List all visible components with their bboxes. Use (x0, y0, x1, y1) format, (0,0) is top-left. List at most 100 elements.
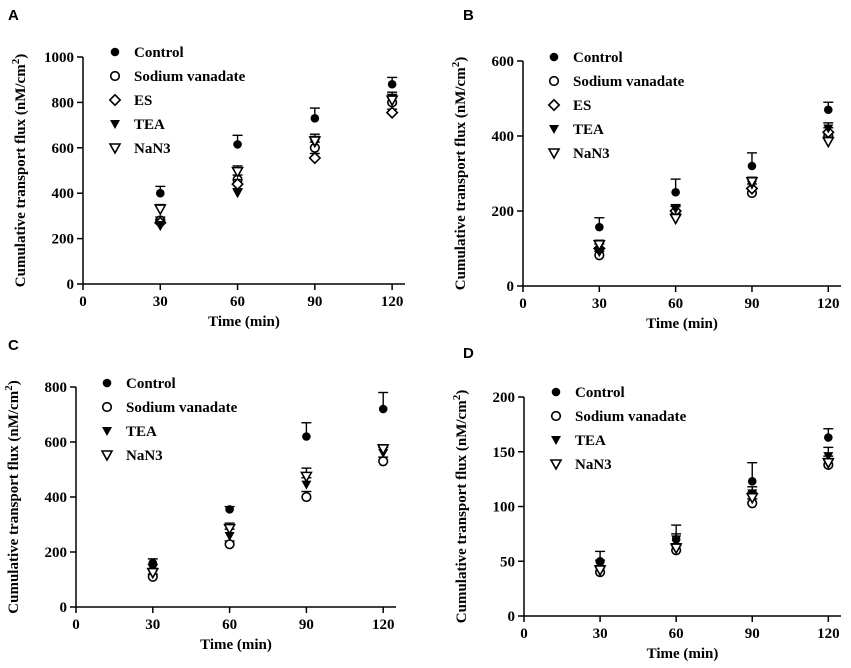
y-tick-label: 400 (52, 186, 75, 202)
y-tick-label: 800 (45, 380, 68, 396)
legend-label: Sodium vanadate (573, 74, 685, 90)
series-sodium-vanadate (594, 130, 834, 261)
x-tick-label: 60 (222, 617, 237, 633)
data-point (595, 222, 604, 232)
y-tick-label: 600 (492, 54, 515, 70)
legend-marker (549, 52, 559, 62)
y-tick-label: 400 (45, 490, 68, 506)
legend-label: NaN3 (573, 146, 610, 162)
legend-label: Control (575, 385, 625, 401)
legend-label: ES (573, 98, 591, 114)
y-tick-label: 0 (508, 609, 516, 625)
data-point (594, 248, 605, 258)
data-point (745, 176, 759, 189)
legend-label: NaN3 (126, 448, 163, 464)
y-tick-label: 200 (492, 204, 515, 220)
data-point (302, 432, 311, 441)
legend-label: ES (134, 93, 152, 109)
y-tick-label: 0 (67, 277, 75, 293)
x-tick-label: 60 (668, 296, 683, 312)
data-point (231, 166, 244, 179)
legend-label: Sodium vanadate (575, 409, 687, 425)
y-tick-label: 0 (507, 279, 515, 295)
x-tick-label: 120 (372, 617, 395, 633)
data-point (670, 205, 681, 215)
x-tick-label: 90 (299, 617, 314, 633)
data-point (225, 505, 234, 514)
legend-label: TEA (126, 424, 157, 440)
y-tick-label: 150 (493, 445, 516, 461)
series-sodium-vanadate (594, 459, 834, 578)
data-point (224, 532, 235, 542)
x-axis-title: Time (min) (646, 316, 718, 332)
legend: Control Sodium vanadate ES TEA NaN3 (547, 50, 685, 162)
x-tick-label: 90 (307, 294, 322, 310)
x-tick-label: 90 (745, 626, 760, 642)
data-point (233, 140, 242, 149)
data-point (745, 492, 759, 505)
series-tea (594, 122, 834, 258)
data-point (310, 113, 320, 123)
data-point (823, 124, 834, 134)
data-point (669, 543, 683, 555)
data-point (155, 222, 166, 232)
legend: Control Sodium vanadate TEA NaN3 (549, 385, 687, 473)
data-point (146, 567, 160, 580)
legend-marker (109, 70, 121, 82)
series-tea (147, 446, 389, 574)
y-axis-title: Cumulative transport flux (nM/cm2) (3, 380, 22, 613)
legend-marker (551, 387, 561, 397)
data-point (301, 491, 312, 503)
panel-a: A 0 200 400 600 800 1000 0 30 60 90 120 Time (min) Cu… (8, 7, 405, 330)
data-point (593, 565, 607, 577)
data-point (308, 151, 322, 165)
y-tick-label: 600 (45, 435, 68, 451)
legend-label: Control (134, 45, 184, 61)
data-point (308, 136, 322, 148)
panel-c: C 0 200 400 600 800 0 30 60 90 120 Time (min) Cumula… (3, 337, 396, 653)
y-axis-title: Cumulative transport flux (nM/cm2) (10, 54, 29, 287)
data-point (821, 457, 835, 470)
data-point (301, 480, 312, 490)
data-point (671, 187, 680, 197)
data-point (823, 105, 833, 115)
data-point (378, 404, 388, 414)
y-tick-label: 200 (45, 545, 68, 561)
data-point (153, 204, 167, 216)
legend-marker (547, 148, 561, 160)
x-tick-label: 30 (153, 294, 168, 310)
legend-marker (549, 459, 563, 471)
data-point (232, 189, 243, 199)
series-control (155, 76, 398, 198)
x-tick-label: 60 (230, 294, 245, 310)
y-axis-title: Cumulative transport flux (nM/cm2) (450, 57, 469, 290)
legend-marker (101, 401, 113, 413)
data-point (671, 535, 682, 545)
legend-marker (100, 450, 114, 462)
series-tea (595, 446, 834, 571)
data-point (378, 456, 389, 467)
panel-letter: A (8, 7, 19, 24)
legend-label: Sodium vanadate (126, 400, 238, 416)
x-tick-label: 0 (520, 626, 528, 642)
legend-marker (550, 410, 562, 422)
data-point (224, 539, 235, 550)
series-es (153, 106, 399, 230)
legend: Control Sodium vanadate ES TEA NaN3 (108, 45, 246, 157)
panel-b: B 0 200 400 600 0 30 60 90 120 Time (min) Cumulativ… (450, 7, 841, 332)
x-tick-label: 90 (744, 296, 759, 312)
data-point (376, 444, 390, 456)
series-nan3 (153, 93, 399, 216)
x-axis-title: Time (min) (200, 637, 272, 653)
panel-letter: B (463, 7, 474, 24)
y-axis-title: Cumulative transport flux (nM/cm2) (451, 390, 470, 623)
legend-marker (547, 98, 561, 112)
series-sodium-vanadate (155, 97, 398, 226)
data-point (592, 239, 606, 252)
legend-marker (108, 93, 122, 107)
legend-label: NaN3 (575, 457, 612, 473)
y-tick-label: 0 (60, 600, 68, 616)
legend-label: NaN3 (134, 141, 171, 157)
y-tick-label: 800 (52, 95, 75, 111)
